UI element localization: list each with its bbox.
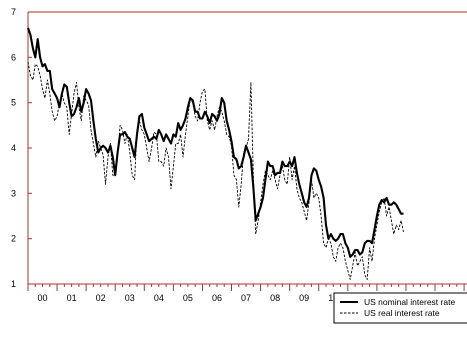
x-tick-label: 07 [241, 293, 251, 303]
y-tick-label: 5 [11, 98, 16, 108]
legend-entry-label: US nominal interest rate [364, 297, 455, 307]
y-tick-label: 3 [11, 188, 16, 198]
nominal-rate-series-line [28, 28, 404, 257]
y-tick-label: 4 [11, 143, 16, 153]
x-tick-label: 03 [125, 293, 135, 303]
x-tick-label: 02 [96, 293, 106, 303]
legend-entry-label: US real interest rate [364, 308, 440, 318]
y-tick-label: 7 [11, 7, 16, 17]
x-tick-label: 05 [183, 293, 193, 303]
x-tick-label: 09 [299, 293, 309, 303]
y-tick-label: 1 [11, 279, 16, 289]
x-tick-label: 06 [212, 293, 222, 303]
y-tick-label: 2 [11, 234, 16, 244]
x-tick-label: 00 [38, 293, 48, 303]
y-tick-label: 6 [11, 52, 16, 62]
x-tick-label: 08 [270, 293, 280, 303]
x-tick-label: 01 [67, 293, 77, 303]
x-tick-label: 04 [154, 293, 164, 303]
